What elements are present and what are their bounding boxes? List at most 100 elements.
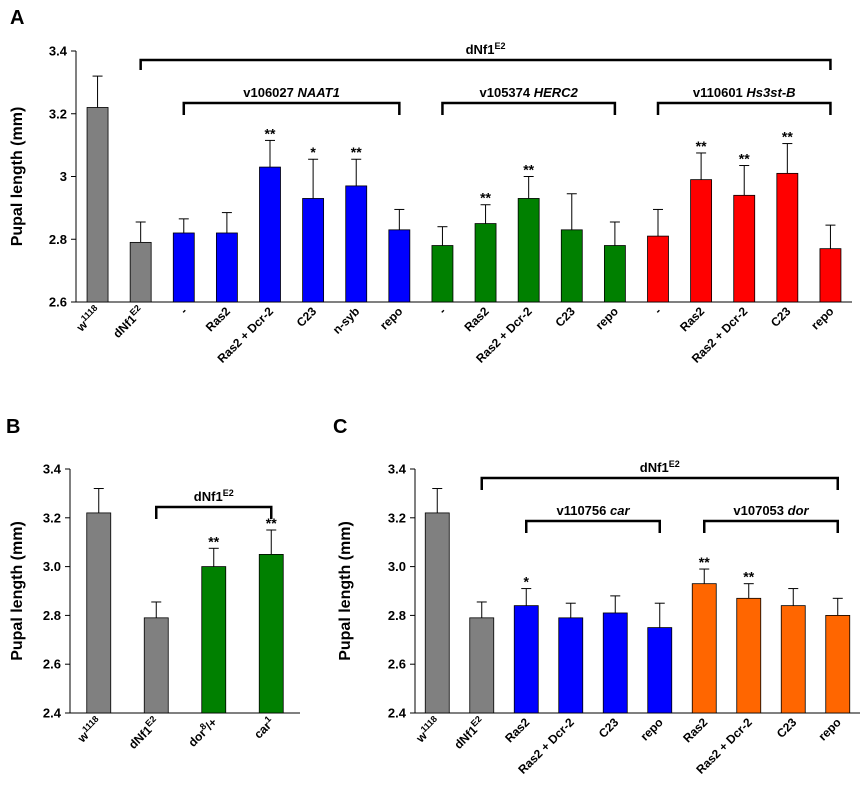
x-tick-label: dNf1E2 xyxy=(450,714,488,752)
group-bracket xyxy=(703,519,839,533)
x-tick-label: - xyxy=(436,304,449,317)
significance-marker: ** xyxy=(739,151,750,167)
x-tick-label: C23 xyxy=(768,304,794,330)
group-bracket xyxy=(139,58,832,70)
group-bracket xyxy=(525,519,661,533)
y-tick-label: 2.8 xyxy=(43,608,61,623)
bar xyxy=(345,185,368,303)
y-tick-label: 3.4 xyxy=(388,462,407,477)
bar xyxy=(690,179,713,303)
x-tick-label: repo xyxy=(377,304,405,332)
y-tick-label: 2.6 xyxy=(49,295,67,310)
x-tick-label: C23 xyxy=(294,304,320,330)
x-tick-label: Ras2 xyxy=(203,304,233,334)
group-bracket-label: dNf1E2 xyxy=(640,459,680,475)
x-tick-label: - xyxy=(177,304,190,317)
group-bracket xyxy=(480,476,839,490)
y-tick-label: 3.4 xyxy=(49,44,68,59)
significance-marker: ** xyxy=(208,533,219,549)
bar xyxy=(647,235,669,303)
bar xyxy=(560,229,583,303)
y-tick-label: 3.0 xyxy=(388,559,406,574)
bar xyxy=(691,583,717,714)
x-tick-label: dNf1E2 xyxy=(124,714,162,752)
bar xyxy=(172,232,195,303)
group-bracket-label: v107053 dor xyxy=(733,503,809,518)
bar xyxy=(201,566,227,714)
significance-marker: ** xyxy=(480,190,491,206)
bar xyxy=(819,248,842,303)
x-tick-label: Ras2 xyxy=(680,715,710,745)
bar xyxy=(469,617,495,714)
group-bracket xyxy=(656,101,832,115)
x-tick-label: dor8/+ xyxy=(184,714,220,750)
significance-marker: ** xyxy=(696,138,707,154)
x-tick-label: car1 xyxy=(250,714,278,742)
bar xyxy=(647,627,673,714)
x-tick-label: - xyxy=(651,304,664,317)
bar xyxy=(215,232,238,303)
panel-letter: C xyxy=(333,416,347,438)
x-tick-label: w1118 xyxy=(411,714,443,746)
y-tick-label: 3.0 xyxy=(43,559,61,574)
y-tick-label: 3.2 xyxy=(43,510,61,525)
x-tick-label: repo xyxy=(638,715,666,743)
panel-b-chart: B Pupal length (mm) 2.4 2.6 2.8 3.0 3.2 3.4 w111… xyxy=(6,416,300,752)
bar xyxy=(431,245,454,303)
x-tick-label: C23 xyxy=(552,304,578,330)
group-bracket-label: v110601 Hs3st-B xyxy=(693,85,796,100)
bar xyxy=(558,617,584,714)
significance-marker: * xyxy=(310,144,316,160)
y-tick-label: 2.6 xyxy=(388,657,406,672)
y-tick-label: 2.8 xyxy=(49,232,67,247)
significance-marker: ** xyxy=(351,144,362,160)
significance-marker: ** xyxy=(699,554,710,570)
bar xyxy=(474,223,497,303)
y-tick-label: 2.8 xyxy=(388,608,406,623)
x-tick-label: n-syb xyxy=(330,304,363,337)
x-tick-label: w1118 xyxy=(72,303,104,335)
x-tick-label: repo xyxy=(808,304,836,332)
panel-c-chart: C Pupal length (mm) 2.4 2.6 2.8 3.0 3.2 3.4 w111… xyxy=(333,416,860,777)
bar xyxy=(736,597,762,714)
group-bracket-label: dNf1E2 xyxy=(194,488,234,504)
significance-marker: ** xyxy=(523,162,534,178)
significance-marker: * xyxy=(524,574,530,590)
bar xyxy=(258,554,284,714)
panel-letter: A xyxy=(10,7,24,29)
y-tick-label: 3 xyxy=(60,169,67,184)
y-tick-label: 3.2 xyxy=(49,106,67,121)
bar xyxy=(302,198,325,303)
y-tick-label: 2.4 xyxy=(388,706,407,721)
bar xyxy=(513,605,539,714)
group-bracket xyxy=(441,101,617,115)
significance-marker: ** xyxy=(743,569,754,585)
group-bracket-label: dNf1E2 xyxy=(466,41,506,57)
x-tick-label: dNf1E2 xyxy=(109,303,147,341)
x-tick-label: Ras2 xyxy=(502,715,532,745)
y-axis-title: Pupal length (mm) xyxy=(9,521,26,661)
bar xyxy=(86,107,109,303)
bar xyxy=(424,512,450,714)
x-tick-label: repo xyxy=(593,304,621,332)
group-bracket-label: v105374 HERC2 xyxy=(480,85,579,100)
x-tick-label: repo xyxy=(816,715,844,743)
bar xyxy=(603,245,626,303)
bar xyxy=(388,229,411,303)
x-tick-label: C23 xyxy=(596,715,622,741)
x-tick-label: w1118 xyxy=(73,714,105,746)
significance-marker: ** xyxy=(782,129,793,145)
group-bracket-label: v106027 NAAT1 xyxy=(243,85,340,100)
x-tick-label: C23 xyxy=(774,715,800,741)
panel-letter: B xyxy=(6,416,20,438)
bar xyxy=(129,241,152,303)
bar xyxy=(86,512,112,714)
x-tick-label: Ras2 xyxy=(461,304,491,334)
significance-marker: ** xyxy=(266,515,277,531)
group-bracket xyxy=(182,101,401,115)
y-axis-title: Pupal length (mm) xyxy=(337,521,354,661)
y-tick-label: 3.2 xyxy=(388,510,406,525)
significance-marker: ** xyxy=(265,125,276,141)
